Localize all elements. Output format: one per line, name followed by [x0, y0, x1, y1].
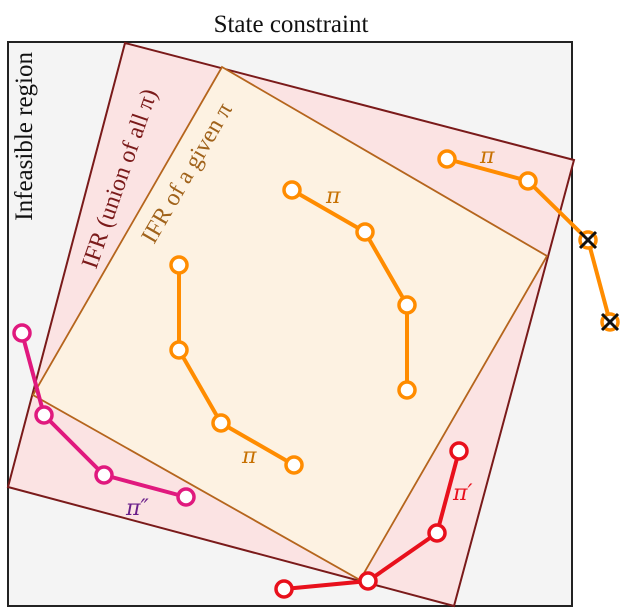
trajectory-node — [355, 222, 375, 242]
trajectory-node — [34, 405, 54, 425]
trajectory-node — [358, 571, 378, 591]
trajectory-node — [427, 523, 447, 543]
trajectory-node — [12, 323, 32, 343]
trajectory-node — [449, 441, 469, 461]
trajectory-node — [169, 255, 189, 275]
policy-label-pi-top-right: π — [479, 144, 495, 169]
policy-label-pi-double-prime: π″ — [125, 496, 149, 521]
trajectory-node — [397, 380, 417, 400]
trajectory-node — [274, 579, 294, 599]
trajectory-node — [211, 413, 231, 433]
diagram-title: State constraint — [214, 11, 369, 38]
infeasible-region-label: Infeasible region — [11, 52, 38, 221]
policy-label-pi-center: π — [325, 184, 341, 209]
x-mark-icon — [578, 230, 598, 250]
trajectory-node — [437, 149, 457, 169]
trajectory-node — [169, 340, 189, 360]
trajectory-node — [518, 171, 538, 191]
policy-pi-center-trajectory — [282, 180, 417, 400]
trajectory-node — [282, 180, 302, 200]
policy-pi-lower-trajectory — [169, 255, 304, 475]
policy-label-pi-prime: π′ — [452, 481, 472, 506]
policy-pi-escaping-trajectory — [437, 149, 620, 332]
trajectory-node — [94, 465, 114, 485]
trajectory-node — [176, 487, 196, 507]
policy-label-pi-lower: π — [241, 444, 257, 469]
x-mark-icon — [600, 312, 620, 332]
trajectory-node — [284, 455, 304, 475]
trajectory-node — [397, 295, 417, 315]
policy-pi-prime-trajectory — [274, 441, 469, 599]
policy-pi-double-prime-trajectory — [12, 323, 196, 507]
